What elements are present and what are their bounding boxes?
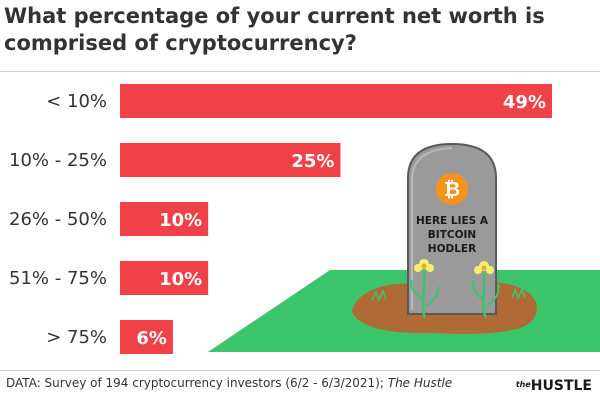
category-label-2: 26% - 50% [9,209,107,230]
footer-divider [0,370,600,371]
value-label-1: 25% [291,151,334,172]
value-label-4: 6% [136,328,167,349]
source-prefix: DATA: Survey of 194 cryptocurrency inves… [6,376,388,390]
graveyard-illustration: ₿ HERE LIES A BITCOIN HODLER [208,142,600,352]
flower-right [472,261,500,319]
value-label-3: 10% [159,269,202,290]
tombstone-highlight [411,147,453,310]
bar-2 [120,202,209,236]
bar-3 [120,261,209,295]
grass-tuft [511,286,526,300]
brand-the: the [515,380,531,389]
category-label-3: 51% - 75% [9,268,107,289]
bar-0 [120,84,552,118]
tombstone-line-3: HODLER [428,243,476,255]
source-note: DATA: Survey of 194 cryptocurrency inves… [6,376,452,390]
title-divider [0,71,600,72]
category-label-4: > 75% [46,327,107,348]
bitcoin-icon [436,173,468,205]
tombstone-line-1: HERE LIES A [416,215,489,227]
value-label-0: 49% [503,92,546,113]
bar-4 [120,320,173,354]
bar-1 [120,143,341,177]
brand-logo: theHUSTLE [516,375,592,394]
category-label-0: < 10% [46,91,107,112]
tombstone-line-2: BITCOIN [428,229,476,241]
bitcoin-symbol: ₿ [444,177,460,201]
bars-layer: < 10% 49% 10% - 25% 25% 26% - 50% 10% 51% - 75… [9,84,552,354]
source-name: The Hustle [387,376,453,390]
flower-left [410,259,440,319]
brand-name: HUSTLE [530,378,592,394]
value-label-2: 10% [159,210,202,231]
grass-tuft [371,288,387,302]
chart-title: What percentage of your current net wort… [4,4,545,55]
category-label-1: 10% - 25% [9,150,107,171]
